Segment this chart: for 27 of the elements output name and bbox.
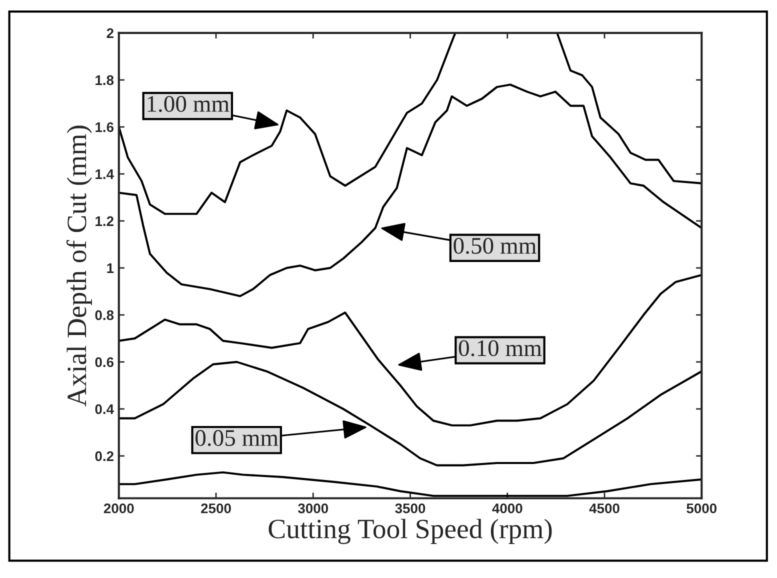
annotation: 1.00 mm	[148, 96, 230, 112]
x-tick-label: 5000	[686, 503, 717, 514]
x-tick-label: 2000	[104, 503, 134, 514]
y-tick-label: 2	[106, 28, 114, 38]
annotation: 0.50 mm	[454, 238, 536, 254]
y-tick-label: 0.2	[95, 451, 114, 462]
x-tick-label: 3000	[298, 503, 328, 514]
x-tick-label: 2500	[201, 503, 231, 514]
y-tick-label: 0.8	[95, 310, 114, 320]
y-axis-title: Axial Depth of Cut (mm)	[66, 126, 92, 406]
y-tick-label: 0.4	[95, 404, 114, 414]
y-tick-label: 1.4	[96, 169, 114, 179]
x-axis-title: Cutting Tool Speed (rpm)	[268, 518, 552, 544]
y-tick-label: 1.2	[96, 216, 114, 226]
line-series	[118, 471, 702, 497]
y-tick-label: 1.8	[96, 75, 114, 86]
line-series	[118, 274, 702, 426]
x-tick-label: 4000	[492, 503, 522, 514]
annotation: 0.10 mm	[458, 340, 542, 356]
annotation: 0.05 mm	[196, 430, 278, 446]
y-tick-label: 1.6	[96, 122, 114, 132]
line-series	[118, 84, 702, 298]
y-tick-label: 0.6	[95, 357, 114, 368]
line-series	[118, 360, 702, 466]
x-tick-label: 3500	[395, 503, 426, 514]
x-tick-label: 4500	[589, 503, 620, 514]
y-tick-label: 1	[107, 263, 114, 273]
